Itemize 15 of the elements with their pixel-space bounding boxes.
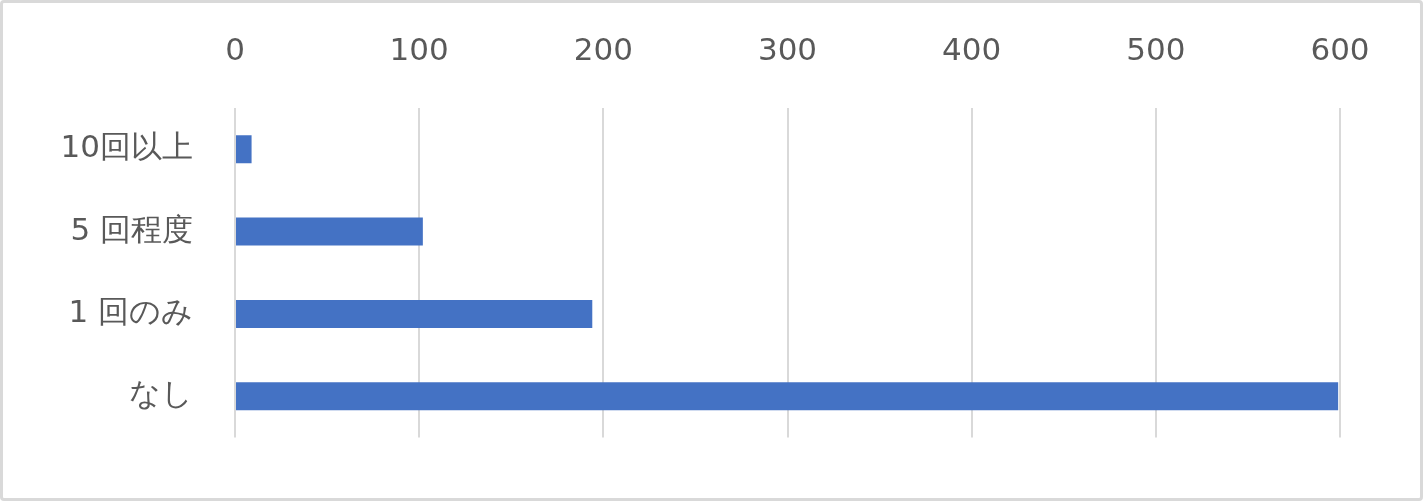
- bar: [236, 217, 423, 246]
- x-tick-label: 400: [942, 31, 1002, 68]
- x-tick-label: 600: [1310, 31, 1370, 68]
- y-tick-label: 1 回のみ: [68, 292, 193, 329]
- y-tick-label: 5 回程度: [70, 210, 193, 247]
- x-tick-label: 200: [573, 31, 633, 68]
- bar: [236, 135, 252, 164]
- x-tick-label: 0: [225, 31, 245, 68]
- y-tick-label: 10回以上: [60, 128, 193, 165]
- bar: [236, 299, 593, 328]
- x-tick-label: 100: [389, 31, 449, 68]
- y-tick-label: なし: [129, 375, 193, 412]
- bar: [236, 382, 1339, 411]
- x-tick-label: 300: [757, 31, 818, 68]
- x-tick-label: 500: [1126, 31, 1186, 68]
